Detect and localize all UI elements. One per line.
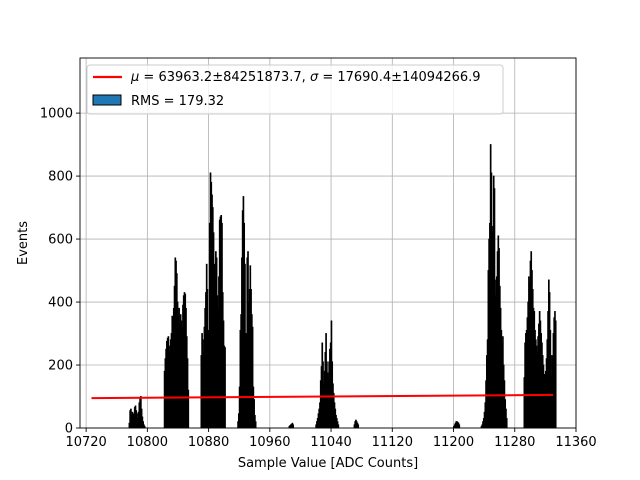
y-tick-label: 1000 (40, 107, 73, 122)
y-axis-label: Events (16, 221, 31, 265)
y-tick-label: 400 (48, 296, 73, 311)
x-tick-label: 11040 (310, 435, 351, 450)
histogram-bar (505, 418, 508, 429)
legend-sigma-symbol: σ (310, 70, 319, 85)
y-tick-label: 800 (48, 170, 73, 185)
x-axis-label: Sample Value [ADC Counts] (238, 456, 418, 471)
grid-lines (80, 58, 577, 429)
x-axis-ticks: 10720 10800 10880 10960 11040 11120 11200 11280… (65, 428, 597, 450)
y-tick-label: 600 (48, 233, 73, 248)
histogram-bar (458, 424, 461, 429)
x-tick-label: 11120 (372, 435, 413, 450)
legend-mu-symbol: μ (130, 70, 139, 85)
x-tick-label: 10800 (127, 435, 168, 450)
legend-sigma-value: = 17690.4±14094266.9 (318, 70, 480, 85)
histogram-bar (292, 424, 295, 429)
x-tick-label: 11200 (433, 435, 474, 450)
plot-frame (79, 57, 577, 429)
legend: μ = 63963.2±84251873.7, σ = 17690.4±1409… (86, 64, 504, 115)
histogram-bar (554, 320, 557, 429)
y-tick-label: 0 (65, 422, 73, 437)
legend-box (86, 64, 504, 115)
y-tick-label: 200 (48, 359, 73, 374)
histogram-bar (357, 424, 360, 429)
legend-histogram-label: RMS = 179.32 (131, 94, 224, 109)
histogram-bar (254, 421, 257, 429)
legend-mu-value: = 63963.2±84251873.7, (139, 70, 310, 85)
histogram-bar (224, 347, 226, 429)
y-axis-ticks: 0 200 400 600 800 1000 (40, 107, 80, 437)
x-tick-label: 11280 (494, 435, 535, 450)
x-tick-label: 11360 (555, 435, 596, 450)
x-tick-label: 10960 (249, 435, 290, 450)
histogram-bar (337, 424, 340, 429)
x-tick-label: 10720 (65, 435, 106, 450)
legend-histogram-swatch (92, 94, 122, 106)
fit-curve (91, 393, 554, 400)
x-tick-label: 10880 (188, 435, 229, 450)
histogram-bar (187, 389, 190, 429)
legend-fit-label: μ = 63963.2±84251873.7, σ = 17690.4±1409… (130, 70, 481, 85)
